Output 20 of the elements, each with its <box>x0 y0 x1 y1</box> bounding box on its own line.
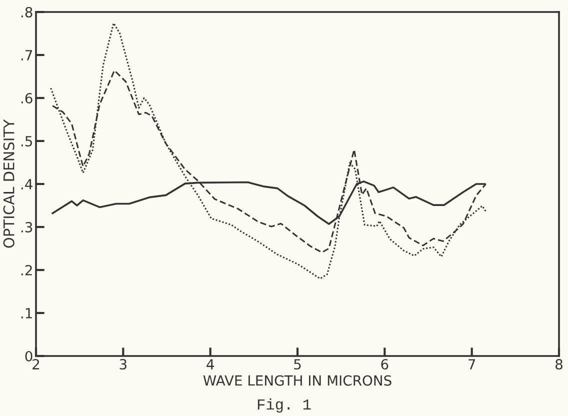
x-tick-label: 6 <box>381 359 388 370</box>
caption: Fig. 1 <box>258 398 311 413</box>
x-tick-label: 5 <box>294 359 301 370</box>
y-tick-label: .6 <box>21 92 32 104</box>
line-series <box>50 22 487 280</box>
y-tick-label: .5 <box>21 136 32 146</box>
y-tick-label: .1 <box>21 308 32 318</box>
x-tick-label: 3 <box>120 359 126 370</box>
x-tick-label: 4 <box>206 359 214 370</box>
y-tick-label: .7 <box>21 50 32 60</box>
x-tick-label: 8 <box>556 359 562 370</box>
y-tick-label: .3 <box>21 222 32 232</box>
x-tick-label: 2 <box>32 359 40 370</box>
x-axis-title: WAVE LENGTH IN MICRONS <box>203 375 392 386</box>
y-tick-label: .2 <box>21 264 32 276</box>
y-axis-title: OPTICAL DENSITY <box>3 119 14 248</box>
y-tick-label: .4 <box>21 179 32 190</box>
y-tick-label: .8 <box>21 6 32 18</box>
y-tick-label: 0 <box>25 350 32 362</box>
x-tick-label: 7 <box>468 359 476 370</box>
